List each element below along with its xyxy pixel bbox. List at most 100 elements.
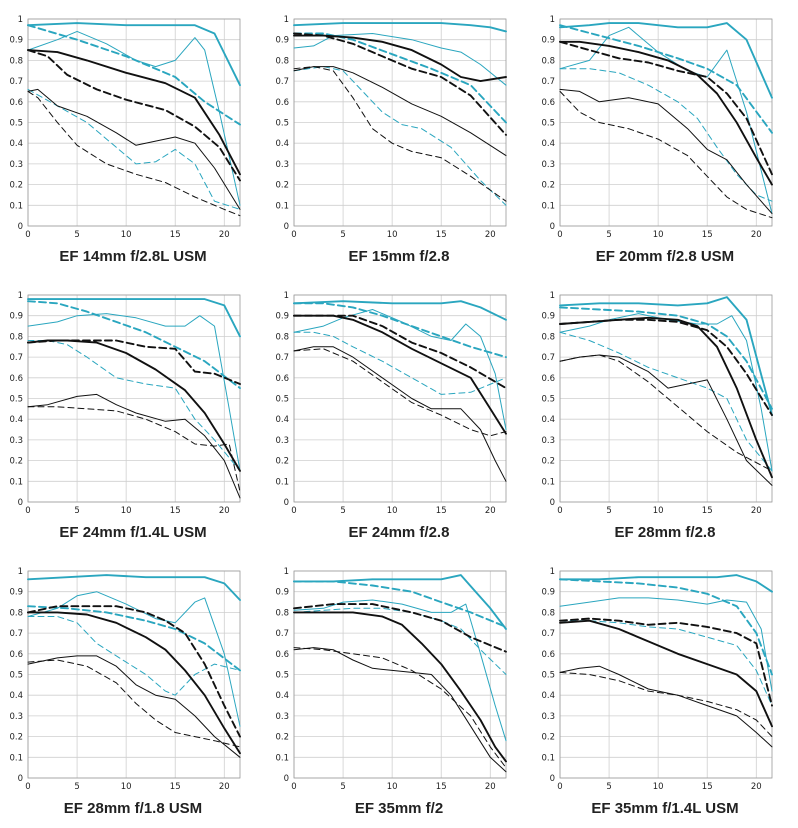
y-tick-label: 1 — [284, 567, 289, 577]
series-line-6 — [293, 66, 507, 157]
x-tick-label: 5 — [606, 782, 611, 792]
series-line-1 — [293, 574, 507, 630]
y-tick-label: 0 — [284, 774, 289, 784]
y-tick-label: 0.1 — [275, 477, 289, 487]
y-tick-label: 0.2 — [541, 457, 555, 467]
x-tick-label: 10 — [653, 230, 664, 240]
chart-panel-ef-28mm-usm: 0 0.1 0.2 0.3 0.4 0.5 0.6 0.7 0.8 0.9 1 0 5 10 15 20 EF… — [0, 552, 266, 828]
y-tick-label: 0.9 — [9, 312, 23, 322]
series-line-3 — [293, 32, 507, 124]
y-tick-label: 0.5 — [9, 119, 23, 129]
chart-panel-ef-14mm: 0 0.1 0.2 0.3 0.4 0.5 0.6 0.7 0.8 0.9 1 0 5 10 15 20 EF… — [0, 0, 266, 276]
mtf-chart-ef-28mm: 00.10.20.30.40.50.60.70.80.910 5 10 15 20 — [541, 291, 773, 516]
mtf-chart-ef-14mm: 00.10.20.30.40.50.60.70.80.910 5 10 15 20 — [9, 15, 241, 240]
y-tick-label: 0.1 — [9, 477, 23, 487]
chart-title-ef-24mm: EF 24mm f/2.8 — [348, 524, 450, 541]
y-tick-label: 0 — [550, 498, 555, 508]
series-lines — [293, 22, 507, 206]
y-tick-label: 0 — [284, 498, 289, 508]
series-line-7 — [559, 318, 773, 417]
x-tick-label: 10 — [653, 506, 664, 516]
series-line-8 — [293, 348, 507, 437]
x-tick-label: 5 — [74, 782, 79, 792]
chart-title-ef-35mm-l: EF 35mm f/1.4L USM — [591, 800, 739, 817]
series-line-8 — [559, 671, 773, 738]
x-tick-label: 0 — [25, 782, 30, 792]
y-tick-label: 0.6 — [9, 650, 23, 660]
x-tick-label: 15 — [170, 230, 181, 240]
x-tick-label: 10 — [387, 782, 398, 792]
series-line-2 — [27, 30, 241, 206]
series-line-4 — [293, 66, 507, 206]
mtf-chart-ef-20mm: 00.10.20.30.40.50.60.70.80.910 5 10 15 20 — [541, 15, 773, 240]
x-tick-label: 0 — [557, 506, 562, 516]
y-tick-label: 1 — [550, 15, 555, 25]
y-tick-label: 0.4 — [9, 415, 23, 425]
y-tick-label: 0.4 — [275, 415, 289, 425]
y-tick-label: 0.3 — [541, 160, 555, 170]
series-line-5 — [27, 49, 241, 176]
y-tick-label: 0.7 — [275, 77, 289, 87]
tick-labels: 00.10.20.30.40.50.60.70.80.910 5 10 15 20 — [275, 567, 495, 792]
y-tick-label: 0 — [18, 774, 23, 784]
series-line-1 — [27, 574, 241, 601]
x-tick-label: 0 — [25, 230, 30, 240]
y-tick-label: 0.1 — [541, 201, 555, 211]
x-tick-label: 20 — [751, 782, 762, 792]
x-tick-label: 5 — [74, 230, 79, 240]
y-tick-label: 0.2 — [541, 733, 555, 743]
x-tick-label: 10 — [387, 230, 398, 240]
series-line-4 — [293, 331, 507, 395]
y-tick-label: 0.8 — [275, 332, 289, 342]
x-tick-label: 10 — [121, 782, 132, 792]
series-line-2 — [27, 313, 241, 472]
series-lines — [27, 574, 241, 758]
series-line-1 — [559, 574, 773, 593]
tick-labels: 00.10.20.30.40.50.60.70.80.910 5 10 15 20 — [275, 15, 495, 240]
series-line-1 — [559, 296, 773, 417]
y-tick-label: 0.6 — [541, 374, 555, 384]
y-tick-label: 0.6 — [275, 98, 289, 108]
y-tick-label: 0.5 — [275, 119, 289, 129]
y-tick-label: 0.5 — [9, 671, 23, 681]
y-tick-label: 1 — [18, 567, 23, 577]
series-line-3 — [27, 24, 241, 126]
y-tick-label: 0.2 — [9, 457, 23, 467]
series-line-4 — [559, 331, 773, 472]
chart-grid — [293, 294, 506, 503]
y-tick-label: 1 — [550, 567, 555, 577]
x-tick-label: 15 — [170, 506, 181, 516]
series-line-8 — [293, 66, 507, 202]
y-tick-label: 0.1 — [541, 753, 555, 763]
y-tick-label: 0.7 — [9, 77, 23, 87]
tick-labels: 00.10.20.30.40.50.60.70.80.910 5 10 15 20 — [9, 567, 229, 792]
y-tick-label: 0.2 — [9, 733, 23, 743]
x-tick-label: 15 — [702, 506, 713, 516]
y-tick-label: 0 — [18, 498, 23, 508]
series-lines — [27, 298, 241, 499]
y-tick-label: 0.2 — [9, 181, 23, 191]
series-line-2 — [293, 33, 507, 86]
y-tick-label: 0.6 — [275, 374, 289, 384]
y-tick-label: 0.1 — [9, 201, 23, 211]
y-tick-label: 0.6 — [541, 98, 555, 108]
series-line-6 — [559, 354, 773, 486]
series-line-2 — [27, 591, 241, 727]
series-line-4 — [293, 607, 507, 675]
y-tick-label: 0.7 — [541, 353, 555, 363]
y-tick-label: 0.7 — [541, 629, 555, 639]
y-tick-label: 0.8 — [541, 608, 555, 618]
y-tick-label: 0.3 — [275, 712, 289, 722]
y-tick-label: 0.4 — [9, 139, 23, 149]
x-tick-label: 15 — [436, 230, 447, 240]
y-tick-label: 0.4 — [275, 139, 289, 149]
chart-panel-ef-24mm-l: 0 0.1 0.2 0.3 0.4 0.5 0.6 0.7 0.8 0.9 1 0 5 10 15 20 EF… — [0, 276, 266, 552]
chart-panel-ef-35mm-l: 0 0.1 0.2 0.3 0.4 0.5 0.6 0.7 0.8 0.9 1 0 5 10 15 20 EF… — [532, 552, 798, 828]
y-tick-label: 0.4 — [9, 691, 23, 701]
series-line-3 — [559, 578, 773, 676]
y-tick-label: 0.7 — [275, 353, 289, 363]
x-tick-label: 0 — [291, 782, 296, 792]
y-tick-label: 0.7 — [275, 629, 289, 639]
series-line-6 — [27, 393, 241, 499]
chart-title-ef-28mm-usm: EF 28mm f/1.8 USM — [63, 800, 203, 817]
